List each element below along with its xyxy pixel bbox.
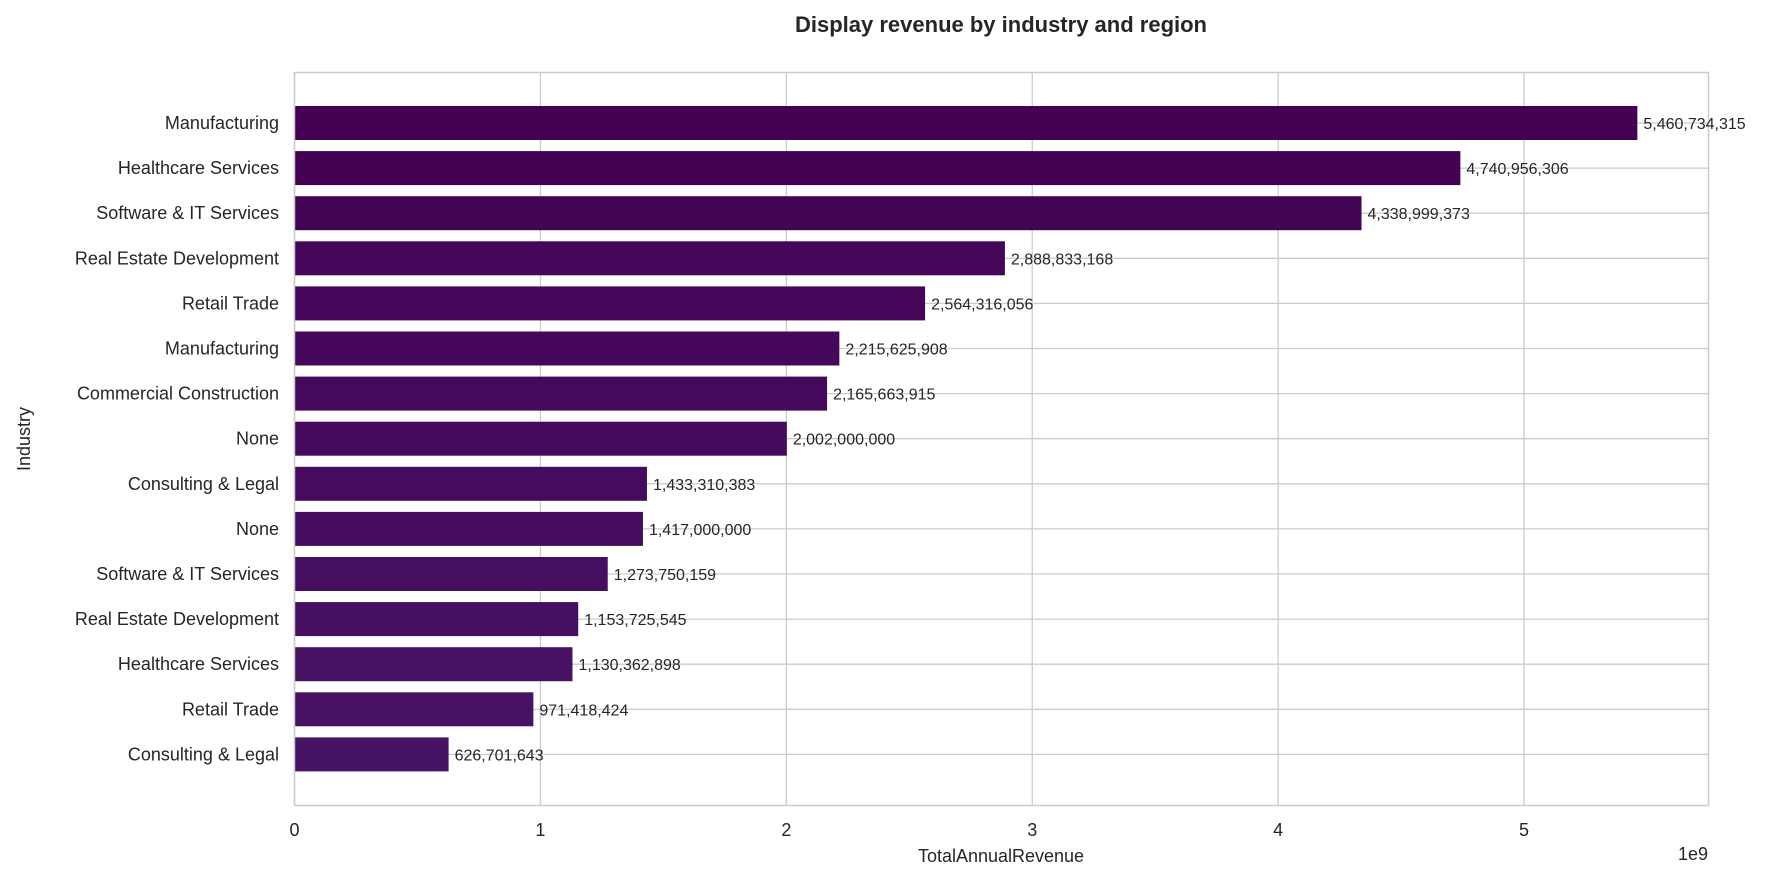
x-tick-label: 3 (1027, 820, 1037, 840)
bar (294, 557, 608, 591)
bar (294, 241, 1005, 276)
y-tick-label: Commercial Construction (77, 384, 279, 404)
y-tick-label: Consulting & Legal (128, 474, 279, 494)
bar (294, 286, 926, 321)
data-label: 626,701,643 (455, 747, 544, 764)
x-ticks: 0 1 2 3 4 5 (289, 820, 1529, 840)
data-label: 1,130,362,898 (578, 657, 680, 674)
x-axis-label: TotalAnnualRevenue (918, 846, 1084, 866)
bar (294, 376, 828, 411)
bar (294, 331, 840, 366)
data-label: 1,433,310,383 (653, 477, 755, 494)
data-label: 1,273,750,159 (614, 567, 716, 584)
y-tick-label: None (236, 519, 279, 539)
plot-frame (293, 71, 1710, 807)
data-label: 1,153,725,545 (584, 612, 686, 629)
bar (294, 466, 647, 501)
y-axis-label: Industry (14, 407, 34, 471)
x-axis-offset-text: 1e9 (1678, 844, 1708, 864)
data-label: 971,418,424 (539, 702, 628, 719)
x-tick-label: 4 (1273, 820, 1283, 840)
value-labels: 5,460,734,315 4,740,956,306 4,338,999,373 2… (455, 116, 1746, 764)
data-label: 2,888,833,168 (1011, 251, 1113, 268)
bar (294, 151, 1461, 186)
x-tick-label: 5 (1519, 820, 1529, 840)
bar (294, 106, 1638, 140)
y-category-labels: Manufacturing Healthcare Services Software… (75, 113, 279, 764)
bar (294, 692, 534, 727)
bar (294, 196, 1362, 231)
data-label: 5,460,734,315 (1643, 116, 1745, 133)
bars (294, 106, 1638, 772)
data-label: 1,417,000,000 (649, 522, 751, 539)
y-tick-label: None (236, 429, 279, 449)
data-label: 2,165,663,915 (833, 387, 935, 404)
data-label: 4,740,956,306 (1466, 161, 1568, 178)
bar (294, 737, 449, 772)
bar (294, 421, 787, 456)
y-tick-label: Manufacturing (165, 339, 279, 359)
chart-title: Display revenue by industry and region (795, 12, 1207, 37)
y-tick-label: Healthcare Services (118, 654, 279, 674)
y-tick-label: Healthcare Services (118, 158, 279, 178)
y-tick-label: Retail Trade (182, 699, 279, 719)
x-tick-label: 1 (535, 820, 545, 840)
data-label: 2,215,625,908 (845, 342, 947, 359)
x-tick-label: 0 (289, 820, 299, 840)
x-tick-label: 2 (781, 820, 791, 840)
y-tick-label: Real Estate Development (75, 248, 279, 268)
bar (294, 602, 579, 637)
y-tick-label: Software & IT Services (96, 203, 279, 223)
data-label: 4,338,999,373 (1368, 206, 1470, 223)
bar (294, 511, 643, 546)
data-label: 2,564,316,056 (931, 296, 1033, 313)
y-tick-label: Retail Trade (182, 293, 279, 313)
y-tick-label: Software & IT Services (96, 564, 279, 584)
bar (294, 647, 573, 682)
y-tick-label: Manufacturing (165, 113, 279, 133)
y-tick-label: Real Estate Development (75, 609, 279, 629)
data-label: 2,002,000,000 (793, 432, 895, 449)
y-tick-label: Consulting & Legal (128, 744, 279, 764)
